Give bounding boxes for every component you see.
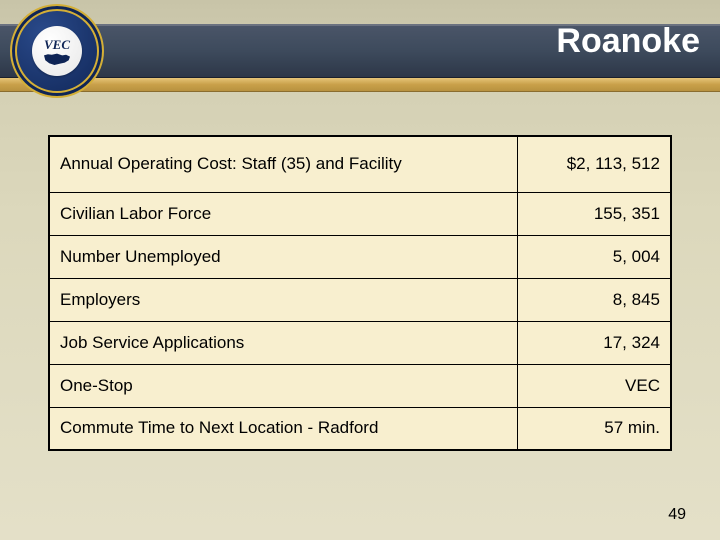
row-label: Commute Time to Next Location - Radford xyxy=(49,407,517,450)
row-label: Annual Operating Cost: Staff (35) and Fa… xyxy=(49,136,517,192)
row-value: 57 min. xyxy=(517,407,671,450)
table-row: Annual Operating Cost: Staff (35) and Fa… xyxy=(49,136,671,192)
table-row: One-Stop VEC xyxy=(49,364,671,407)
row-value: 155, 351 xyxy=(517,192,671,235)
row-value: 5, 004 xyxy=(517,235,671,278)
row-label: One-Stop xyxy=(49,364,517,407)
table-row: Civilian Labor Force 155, 351 xyxy=(49,192,671,235)
seal-inner-circle: VEC xyxy=(32,26,82,76)
row-label: Number Unemployed xyxy=(49,235,517,278)
row-label: Job Service Applications xyxy=(49,321,517,364)
roanoke-data-table: Annual Operating Cost: Staff (35) and Fa… xyxy=(48,135,672,451)
row-label: Employers xyxy=(49,278,517,321)
vec-seal-logo: VEC xyxy=(10,4,104,98)
page-number: 49 xyxy=(668,506,686,524)
row-value: 17, 324 xyxy=(517,321,671,364)
gold-accent-band xyxy=(0,78,720,92)
row-value: $2, 113, 512 xyxy=(517,136,671,192)
page-title: Roanoke xyxy=(556,22,700,61)
row-label: Civilian Labor Force xyxy=(49,192,517,235)
table-row: Employers 8, 845 xyxy=(49,278,671,321)
table-row: Job Service Applications 17, 324 xyxy=(49,321,671,364)
row-value: VEC xyxy=(517,364,671,407)
seal-badge-text: VEC xyxy=(44,37,70,53)
virginia-map-icon xyxy=(44,53,70,65)
seal-outer-ring: VEC xyxy=(10,4,104,98)
table-row: Number Unemployed 5, 004 xyxy=(49,235,671,278)
row-value: 8, 845 xyxy=(517,278,671,321)
table-row: Commute Time to Next Location - Radford … xyxy=(49,407,671,450)
